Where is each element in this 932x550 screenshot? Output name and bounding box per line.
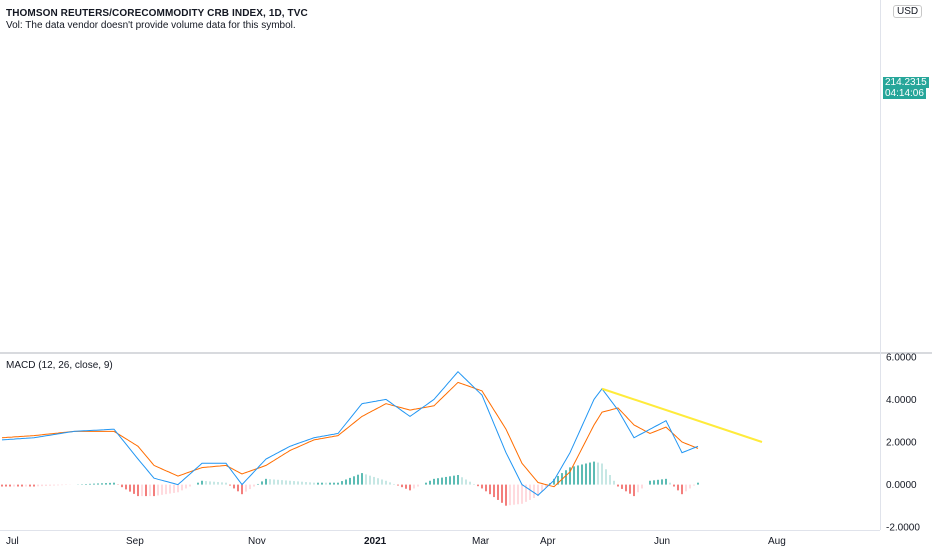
- last-price-tag: 214.2315: [883, 77, 929, 88]
- macd-tick-label: 2.0000: [886, 438, 917, 449]
- macd-legend[interactable]: MACD (12, 26, close, 9): [6, 360, 113, 371]
- time-tick-label: 2021: [364, 536, 387, 547]
- macd-tick-label: 6.0000: [886, 352, 917, 363]
- bar-countdown-tag: 04:14:06: [883, 88, 926, 99]
- macd-divergence-line: [601, 387, 763, 443]
- volume-note: Vol: The data vendor doesn't provide vol…: [6, 20, 296, 31]
- time-tick-label: Mar: [472, 536, 490, 547]
- time-tick-label: Sep: [126, 536, 144, 547]
- chart-title: THOMSON REUTERS/CORECOMMODITY CRB INDEX,…: [6, 8, 308, 19]
- time-tick-label: Nov: [248, 536, 266, 547]
- macd-line: [1, 370, 699, 496]
- macd-tick-label: 4.0000: [886, 395, 917, 406]
- time-tick-label: Jun: [654, 536, 670, 547]
- macd-tick-label: 0.0000: [886, 480, 917, 491]
- time-tick-label: Jul: [6, 536, 19, 547]
- time-tick-label: Aug: [768, 536, 786, 547]
- currency-button[interactable]: USD: [893, 5, 923, 18]
- macd-tick-label: -2.0000: [886, 523, 920, 534]
- time-tick-label: Apr: [540, 536, 556, 547]
